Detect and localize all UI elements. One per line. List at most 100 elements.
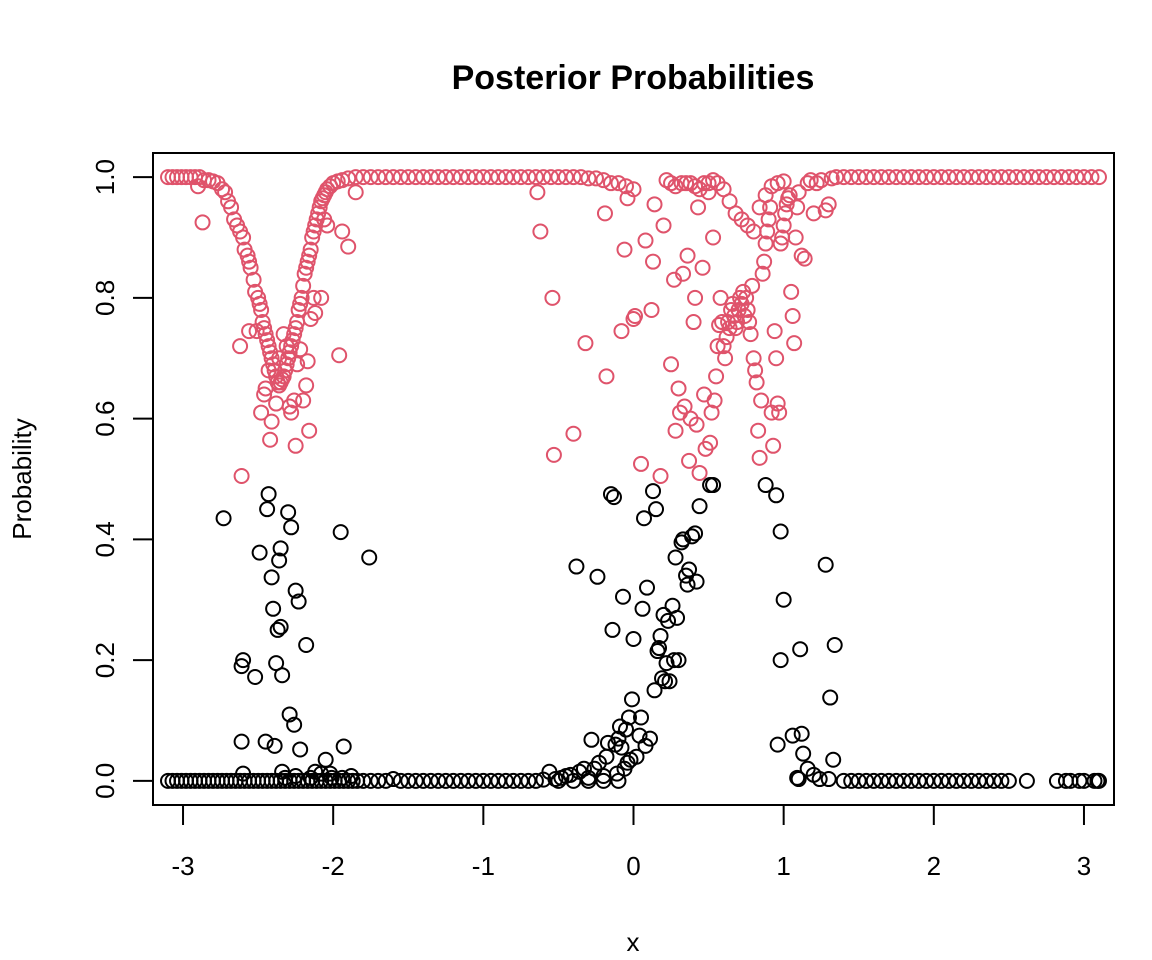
data-point bbox=[370, 169, 387, 186]
data-point bbox=[280, 504, 297, 521]
data-point bbox=[670, 380, 687, 397]
data-point bbox=[233, 733, 250, 750]
data-point bbox=[262, 431, 279, 448]
data-point bbox=[745, 350, 762, 367]
data-point bbox=[1038, 169, 1055, 186]
data-point bbox=[910, 169, 927, 186]
data-point bbox=[445, 772, 462, 789]
data-point bbox=[620, 709, 637, 726]
data-point bbox=[497, 169, 514, 186]
data-point bbox=[580, 772, 597, 789]
data-point bbox=[370, 772, 387, 789]
data-point bbox=[711, 317, 728, 334]
data-point bbox=[648, 501, 665, 518]
data-point bbox=[616, 241, 633, 258]
data-point bbox=[298, 259, 315, 276]
data-point bbox=[811, 771, 828, 788]
data-point bbox=[298, 377, 315, 394]
data-point bbox=[257, 733, 274, 750]
data-point bbox=[843, 772, 860, 789]
data-point bbox=[277, 769, 294, 786]
data-point bbox=[415, 169, 432, 186]
data-point bbox=[645, 483, 662, 500]
data-point bbox=[614, 588, 631, 605]
data-point bbox=[691, 464, 708, 481]
data-point bbox=[235, 765, 252, 782]
data-point bbox=[1008, 169, 1025, 186]
data-point bbox=[654, 670, 671, 687]
data-point bbox=[545, 446, 562, 463]
data-point bbox=[241, 253, 258, 270]
data-point bbox=[355, 169, 372, 186]
data-point bbox=[340, 170, 357, 187]
data-point bbox=[260, 486, 277, 503]
data-point bbox=[268, 395, 285, 412]
data-point bbox=[260, 338, 277, 355]
data-point bbox=[850, 169, 867, 186]
data-point bbox=[741, 314, 758, 331]
data-point bbox=[617, 721, 634, 738]
data-point bbox=[415, 772, 432, 789]
data-point bbox=[756, 253, 773, 270]
data-point bbox=[613, 739, 630, 756]
x-tick-label: 2 bbox=[927, 851, 941, 881]
data-point bbox=[275, 326, 292, 343]
data-point bbox=[765, 437, 782, 454]
data-point bbox=[918, 772, 935, 789]
data-point bbox=[253, 404, 270, 421]
data-point bbox=[627, 308, 644, 324]
data-point bbox=[709, 338, 726, 355]
data-point bbox=[596, 205, 613, 222]
data-point bbox=[283, 338, 300, 355]
data-point bbox=[302, 769, 319, 786]
y-tick-label: 1.0 bbox=[90, 159, 120, 195]
data-point bbox=[660, 612, 677, 629]
series-2 bbox=[160, 477, 1107, 789]
data-point bbox=[645, 253, 662, 270]
data-point bbox=[460, 772, 477, 789]
data-point bbox=[948, 169, 965, 186]
data-point bbox=[377, 772, 394, 789]
data-point bbox=[334, 223, 351, 240]
data-point bbox=[784, 308, 801, 324]
data-point bbox=[684, 528, 701, 545]
data-point bbox=[256, 386, 273, 403]
data-point bbox=[873, 772, 890, 789]
data-point bbox=[895, 169, 912, 186]
data-point bbox=[248, 323, 265, 340]
y-tick-label: 0.4 bbox=[90, 521, 120, 557]
data-point bbox=[696, 386, 713, 403]
data-point bbox=[1090, 169, 1107, 186]
data-point bbox=[687, 525, 704, 542]
data-point bbox=[775, 173, 792, 190]
data-point bbox=[535, 169, 552, 186]
data-point bbox=[239, 247, 256, 264]
data-point bbox=[637, 232, 654, 249]
data-point bbox=[385, 771, 402, 788]
data-point bbox=[583, 731, 600, 748]
data-point bbox=[789, 199, 806, 216]
x-tick-label: -2 bbox=[322, 851, 345, 881]
data-point bbox=[301, 247, 318, 264]
data-point bbox=[873, 169, 890, 186]
data-point bbox=[283, 519, 300, 536]
data-point bbox=[858, 169, 875, 186]
data-point bbox=[247, 669, 264, 686]
data-point bbox=[437, 772, 454, 789]
x-tick-label: -3 bbox=[171, 851, 194, 881]
data-point bbox=[565, 425, 582, 442]
data-point bbox=[820, 196, 837, 213]
data-point bbox=[263, 413, 280, 430]
data-point bbox=[805, 205, 822, 222]
data-point bbox=[290, 301, 307, 318]
data-point bbox=[298, 637, 315, 654]
data-point bbox=[490, 169, 507, 186]
data-point bbox=[748, 374, 765, 391]
data-point bbox=[542, 169, 559, 186]
data-point bbox=[422, 169, 439, 186]
y-axis: 0.0 0.2 0.4 0.6 0.8 1.0 bbox=[90, 159, 154, 799]
data-point bbox=[865, 772, 882, 789]
data-point bbox=[903, 772, 920, 789]
data-point bbox=[292, 295, 309, 312]
data-point bbox=[302, 241, 319, 258]
